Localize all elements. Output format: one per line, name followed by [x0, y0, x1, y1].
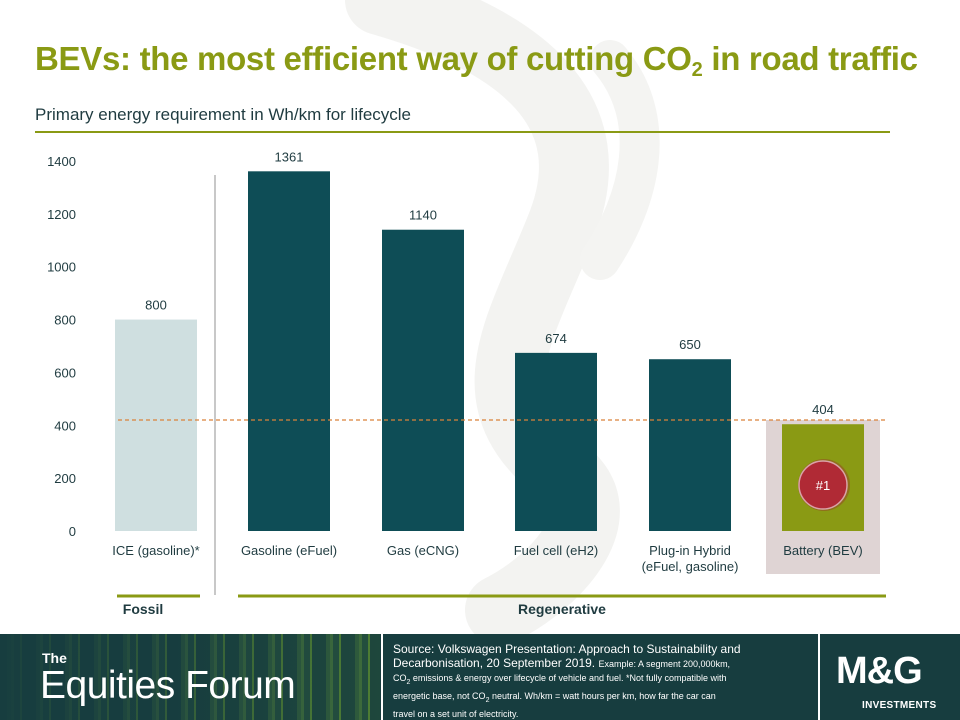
category-label: Fuel cell (eH2): [514, 543, 599, 558]
rank-badge-label: #1: [816, 478, 830, 493]
category-label: Gasoline (eFuel): [241, 543, 337, 558]
footer-divider: [818, 634, 820, 720]
y-tick-label: 1400: [47, 154, 76, 169]
rank-badge: [798, 460, 848, 510]
bar: [515, 352, 597, 531]
category-label: ICE (gasoline)*: [112, 543, 199, 558]
y-tick-label: 400: [54, 418, 76, 433]
mg-investments: INVESTMENTS: [862, 700, 937, 711]
y-tick-label: 800: [54, 313, 76, 328]
data-label: 1361: [275, 149, 304, 164]
brand-the: The: [42, 650, 67, 666]
data-label: 404: [812, 402, 834, 417]
y-tick-label: 1000: [47, 260, 76, 275]
data-label: 1140: [409, 208, 437, 223]
y-tick-label: 1200: [47, 207, 76, 222]
bar: [115, 319, 197, 531]
data-label: 674: [545, 331, 567, 346]
bar: [382, 229, 464, 531]
category-label: Gas (eCNG): [387, 543, 459, 558]
y-tick-label: 0: [69, 524, 76, 539]
footer-divider: [381, 634, 383, 720]
page-title: BEVs: the most efficient way of cutting …: [35, 40, 918, 81]
bar: [649, 359, 731, 531]
category-label: Battery (BEV): [783, 543, 862, 558]
brand-equities-forum: Equities Forum: [40, 664, 296, 707]
bar: [248, 171, 330, 532]
chart-subtitle: Primary energy requirement in Wh/km for …: [35, 105, 412, 124]
category-label: Plug-in Hybrid: [649, 543, 731, 558]
subtitle-rule: [35, 131, 890, 133]
mg-logo: M&G: [836, 650, 923, 692]
data-label: 650: [679, 337, 701, 352]
data-label: 800: [145, 298, 167, 313]
y-tick-label: 200: [54, 471, 76, 486]
group-label: Fossil: [123, 601, 163, 617]
bar-chart: 0 200 400 600 800 1000 1200 1400 800 ICE (gasolin…: [47, 149, 886, 617]
footer-bar: The Equities Forum Source: Volkswagen Pr…: [0, 634, 960, 720]
y-tick-label: 600: [54, 365, 76, 380]
category-label: (eFuel, gasoline): [642, 559, 739, 574]
source-note: Source: Volkswagen Presentation: Approac…: [393, 642, 741, 719]
group-label: Regenerative: [518, 601, 606, 617]
